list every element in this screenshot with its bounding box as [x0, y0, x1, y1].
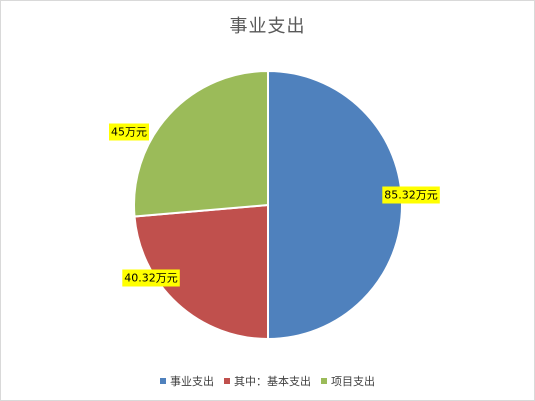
legend-swatch-2 — [224, 378, 230, 384]
pie-data-labels: 85.32万元 40.32万元 45万元 — [109, 123, 440, 287]
legend-swatch-3 — [321, 378, 327, 384]
legend-item-1: 事业支出 — [160, 373, 214, 389]
chart-legend: 事业支出 其中：基本支出 项目支出 — [1, 373, 534, 389]
legend-item-2: 其中：基本支出 — [224, 373, 311, 389]
pie-slice-1 — [267, 69, 403, 341]
data-label-text-2: 40.32万元 — [124, 272, 178, 285]
data-label-bg-2 — [122, 269, 180, 287]
legend-swatch-1 — [160, 378, 166, 384]
pie-slice-3 — [133, 69, 269, 218]
legend-label-1: 事业支出 — [170, 375, 214, 388]
data-label-3: 45万元 — [109, 123, 149, 141]
data-label-bg-1 — [382, 186, 440, 204]
legend-item-3: 项目支出 — [321, 373, 375, 389]
data-label-text-3: 45万元 — [111, 126, 147, 139]
data-label-bg-3 — [109, 123, 149, 141]
pie-slices — [133, 69, 403, 341]
data-label-1: 85.32万元 — [382, 186, 440, 204]
legend-label-3: 项目支出 — [331, 375, 375, 388]
data-label-text-1: 85.32万元 — [384, 189, 438, 202]
legend-label-2: 其中：基本支出 — [234, 375, 311, 388]
pie-slice-2 — [133, 203, 269, 341]
chart-title: 事业支出 — [229, 16, 306, 37]
data-label-2: 40.32万元 — [122, 269, 180, 287]
